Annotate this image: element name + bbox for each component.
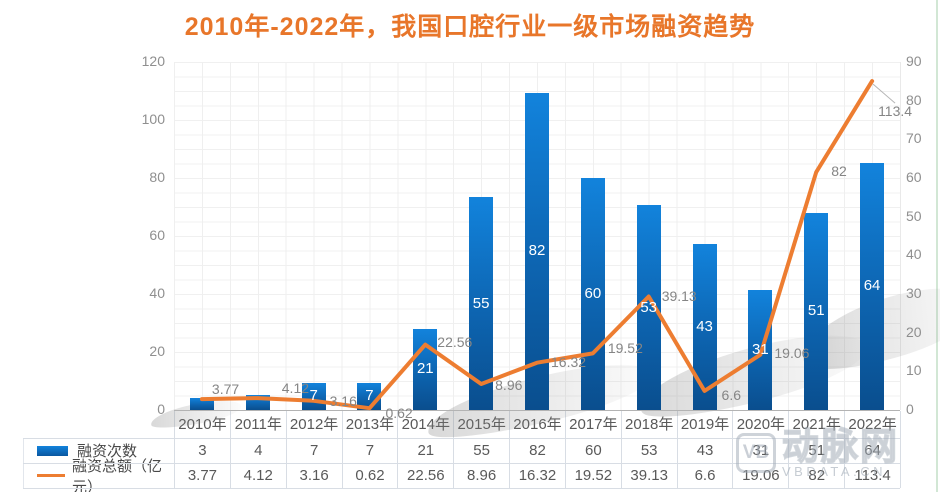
y-axis-right-tick-label: 40 [906, 246, 922, 263]
y-axis-right-tick-label: 10 [906, 362, 922, 379]
table-value-cell: 82 [509, 438, 565, 463]
y-axis-right-tick-label: 70 [906, 130, 922, 147]
line-data-label: 19.06 [774, 344, 810, 361]
table-value-cell: 3.16 [285, 463, 342, 488]
x-axis-category-label: 2014年 [397, 411, 453, 438]
bar-data-label: 64 [863, 277, 881, 295]
table-border [23, 488, 900, 489]
table-value-cell: 8.96 [453, 463, 509, 488]
screenshot-right-edge-artifact [936, 0, 938, 492]
y-axis-right-tick-label: 60 [906, 169, 922, 185]
x-axis-category-label: 2019年 [676, 411, 733, 438]
y-axis-right-tick-label: 20 [906, 323, 922, 340]
table-value-cell: 16.32 [509, 463, 565, 488]
bar-financing-count [245, 394, 270, 410]
table-value-cell: 55 [453, 438, 509, 463]
bar-data-label: 43 [696, 317, 713, 335]
x-axis-category-label: 2010年 [174, 411, 230, 438]
table-value-cell: 39.13 [620, 463, 677, 488]
y-axis-right-tick-label: 0 [906, 401, 914, 417]
line-data-label: 3.77 [211, 381, 240, 398]
table-value-cell: 113.4 [844, 463, 901, 488]
x-axis-category-label: 2011年 [229, 411, 286, 438]
x-axis-category-label: 2018年 [620, 411, 677, 438]
table-value-cell: 19.06 [732, 463, 788, 488]
legend-label: 融资总额（亿元） [72, 457, 163, 492]
table-value-cell: 64 [844, 438, 901, 463]
table-value-cell: 22.56 [397, 463, 453, 488]
table-value-cell: 3.77 [174, 463, 230, 488]
y-axis-right-tick-label: 80 [906, 91, 922, 108]
table-value-cell: 6.6 [676, 463, 733, 488]
bar-data-label: 60 [584, 285, 602, 302]
y-axis-left-tick-label: 20 [149, 343, 165, 359]
y-axis-right-tick-label: 50 [906, 207, 922, 224]
y-axis-left-tick-label: 0 [157, 401, 165, 417]
x-axis-category-label: 2020年 [732, 411, 788, 438]
table-value-cell: 7 [341, 438, 398, 463]
table-value-cell: 31 [732, 438, 788, 463]
line-data-label: 82 [831, 163, 847, 180]
y-axis-right-tick-label: 90 [906, 53, 922, 69]
table-value-cell: 53 [620, 438, 677, 463]
bar-data-label: 51 [807, 302, 825, 320]
line-data-label: 16.32 [551, 353, 587, 370]
line-data-label: 3.16 [329, 392, 357, 409]
legend-label: 融资次数 [77, 443, 138, 460]
x-axis-line [174, 410, 900, 411]
y-axis-left-tick-label: 40 [149, 285, 165, 301]
x-axis-category-label: 2021年 [788, 411, 844, 438]
line-data-label: 0.62 [385, 405, 413, 422]
line-data-label: 4.12 [281, 380, 310, 397]
table-value-cell: 51 [788, 438, 844, 463]
table-border [23, 438, 900, 439]
chart-title: 2010年-2022年，我国口腔行业一级市场融资趋势 [184, 13, 756, 41]
y-axis-left-tick-label: 80 [149, 169, 165, 185]
table-value-cell: 43 [676, 438, 733, 463]
table-border [23, 463, 900, 464]
table-value-cell: 19.52 [564, 463, 621, 488]
y-axis-left-tick-label: 60 [149, 227, 165, 243]
legend-bar-swatch [37, 445, 68, 456]
x-axis-category-label: 2012年 [285, 411, 342, 438]
line-data-label: 39.13 [661, 287, 697, 304]
y-axis-left-tick-label: 120 [141, 53, 165, 69]
bar-data-label: 82 [528, 242, 546, 260]
bar-data-label: 55 [472, 294, 490, 312]
bar-data-label: 7 [365, 387, 374, 405]
x-axis-category-label: 2017年 [564, 411, 621, 438]
line-data-label: 19.52 [607, 340, 643, 357]
legend-line-swatch [37, 473, 66, 478]
bar-data-label: 21 [416, 360, 434, 378]
y-axis-right-tick-label: 30 [906, 285, 922, 301]
bar-data-label: 53 [640, 298, 658, 316]
line-data-label: 22.56 [437, 333, 473, 350]
bar-data-label: 31 [752, 341, 769, 359]
table-value-cell: 0.62 [341, 463, 398, 488]
table-value-cell: 4.12 [229, 463, 286, 488]
line-data-label: 8.96 [495, 377, 523, 394]
bar-financing-count [189, 398, 214, 410]
x-axis-category-label: 2013年 [341, 411, 398, 438]
x-axis-category-label: 2016年 [509, 411, 565, 438]
table-value-cell: 21 [397, 438, 453, 463]
x-axis-category-label: 2022年 [844, 411, 901, 438]
table-value-cell: 82 [788, 463, 844, 488]
x-axis-category-label: 2015年 [453, 411, 509, 438]
line-data-label: 113.4 [878, 103, 913, 120]
line-data-label: 6.6 [721, 386, 741, 403]
table-value-cell: 7 [285, 438, 342, 463]
table-row-label: 融资次数 [23, 438, 174, 463]
y-axis-left-tick-label: 100 [141, 111, 165, 127]
table-value-cell: 60 [564, 438, 621, 463]
table-value-cell: 4 [229, 438, 286, 463]
table-row-label: 融资总额（亿元） [23, 458, 174, 492]
table-value-cell: 3 [174, 438, 230, 463]
